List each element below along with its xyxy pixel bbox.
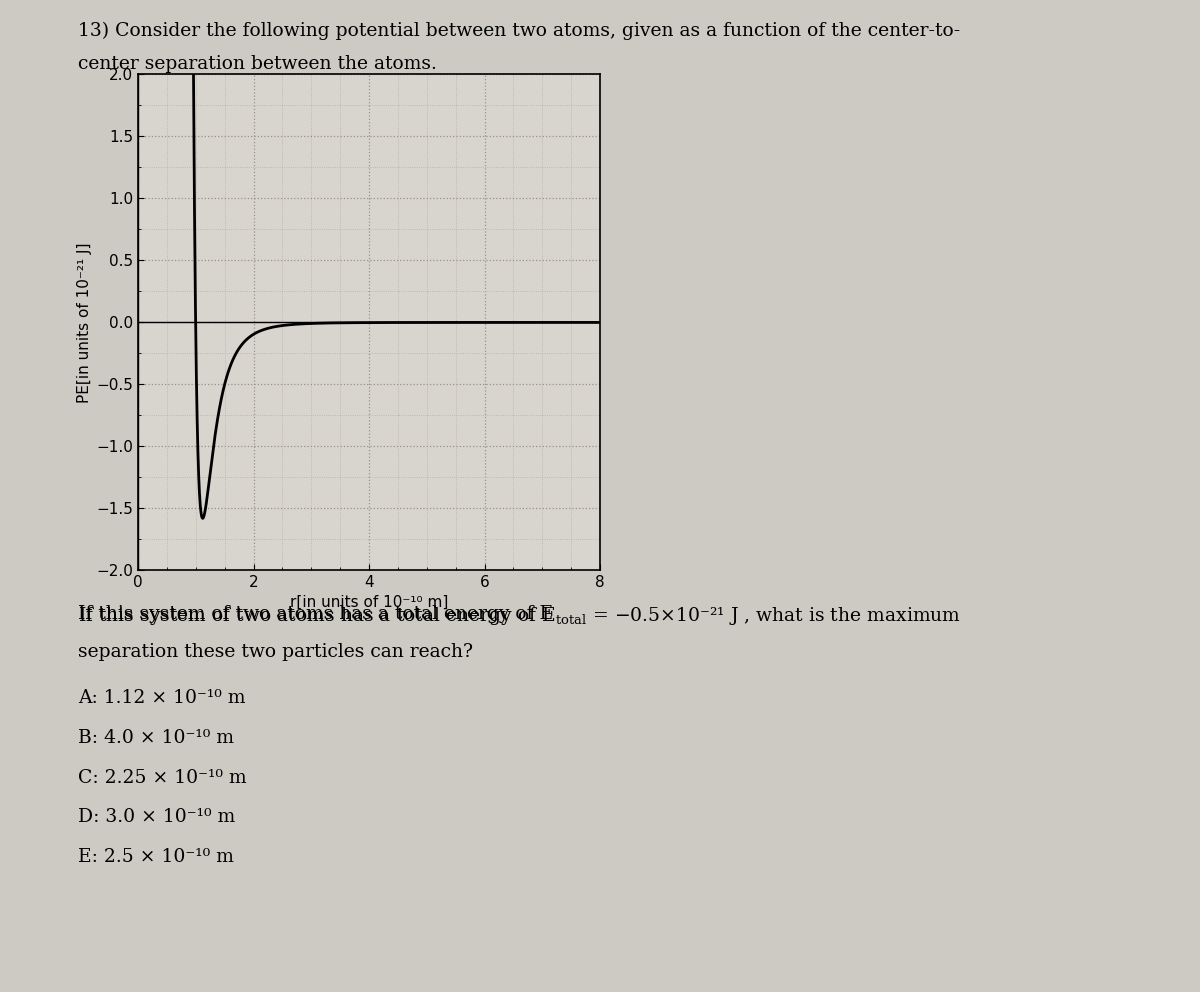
Text: If this system of two atoms has a total energy of E$_\mathregular{total}$ = −0.5: If this system of two atoms has a total … bbox=[78, 605, 961, 627]
Text: If this system of two atoms has a total energy of E: If this system of two atoms has a total … bbox=[78, 605, 553, 623]
Text: center separation between the atoms.: center separation between the atoms. bbox=[78, 55, 437, 72]
Text: 13) Consider the following potential between two atoms, given as a function of t: 13) Consider the following potential bet… bbox=[78, 22, 960, 40]
Text: A: 1.12 × 10⁻¹⁰ m: A: 1.12 × 10⁻¹⁰ m bbox=[78, 689, 246, 707]
Text: separation these two particles can reach?: separation these two particles can reach… bbox=[78, 643, 473, 661]
Text: C: 2.25 × 10⁻¹⁰ m: C: 2.25 × 10⁻¹⁰ m bbox=[78, 769, 247, 787]
Text: E: 2.5 × 10⁻¹⁰ m: E: 2.5 × 10⁻¹⁰ m bbox=[78, 848, 234, 866]
Text: D: 3.0 × 10⁻¹⁰ m: D: 3.0 × 10⁻¹⁰ m bbox=[78, 808, 235, 826]
Text: B: 4.0 × 10⁻¹⁰ m: B: 4.0 × 10⁻¹⁰ m bbox=[78, 729, 234, 747]
Y-axis label: PE[in units of 10⁻²¹ J]: PE[in units of 10⁻²¹ J] bbox=[77, 242, 92, 403]
X-axis label: r[in units of 10⁻¹⁰ m]: r[in units of 10⁻¹⁰ m] bbox=[290, 594, 448, 609]
